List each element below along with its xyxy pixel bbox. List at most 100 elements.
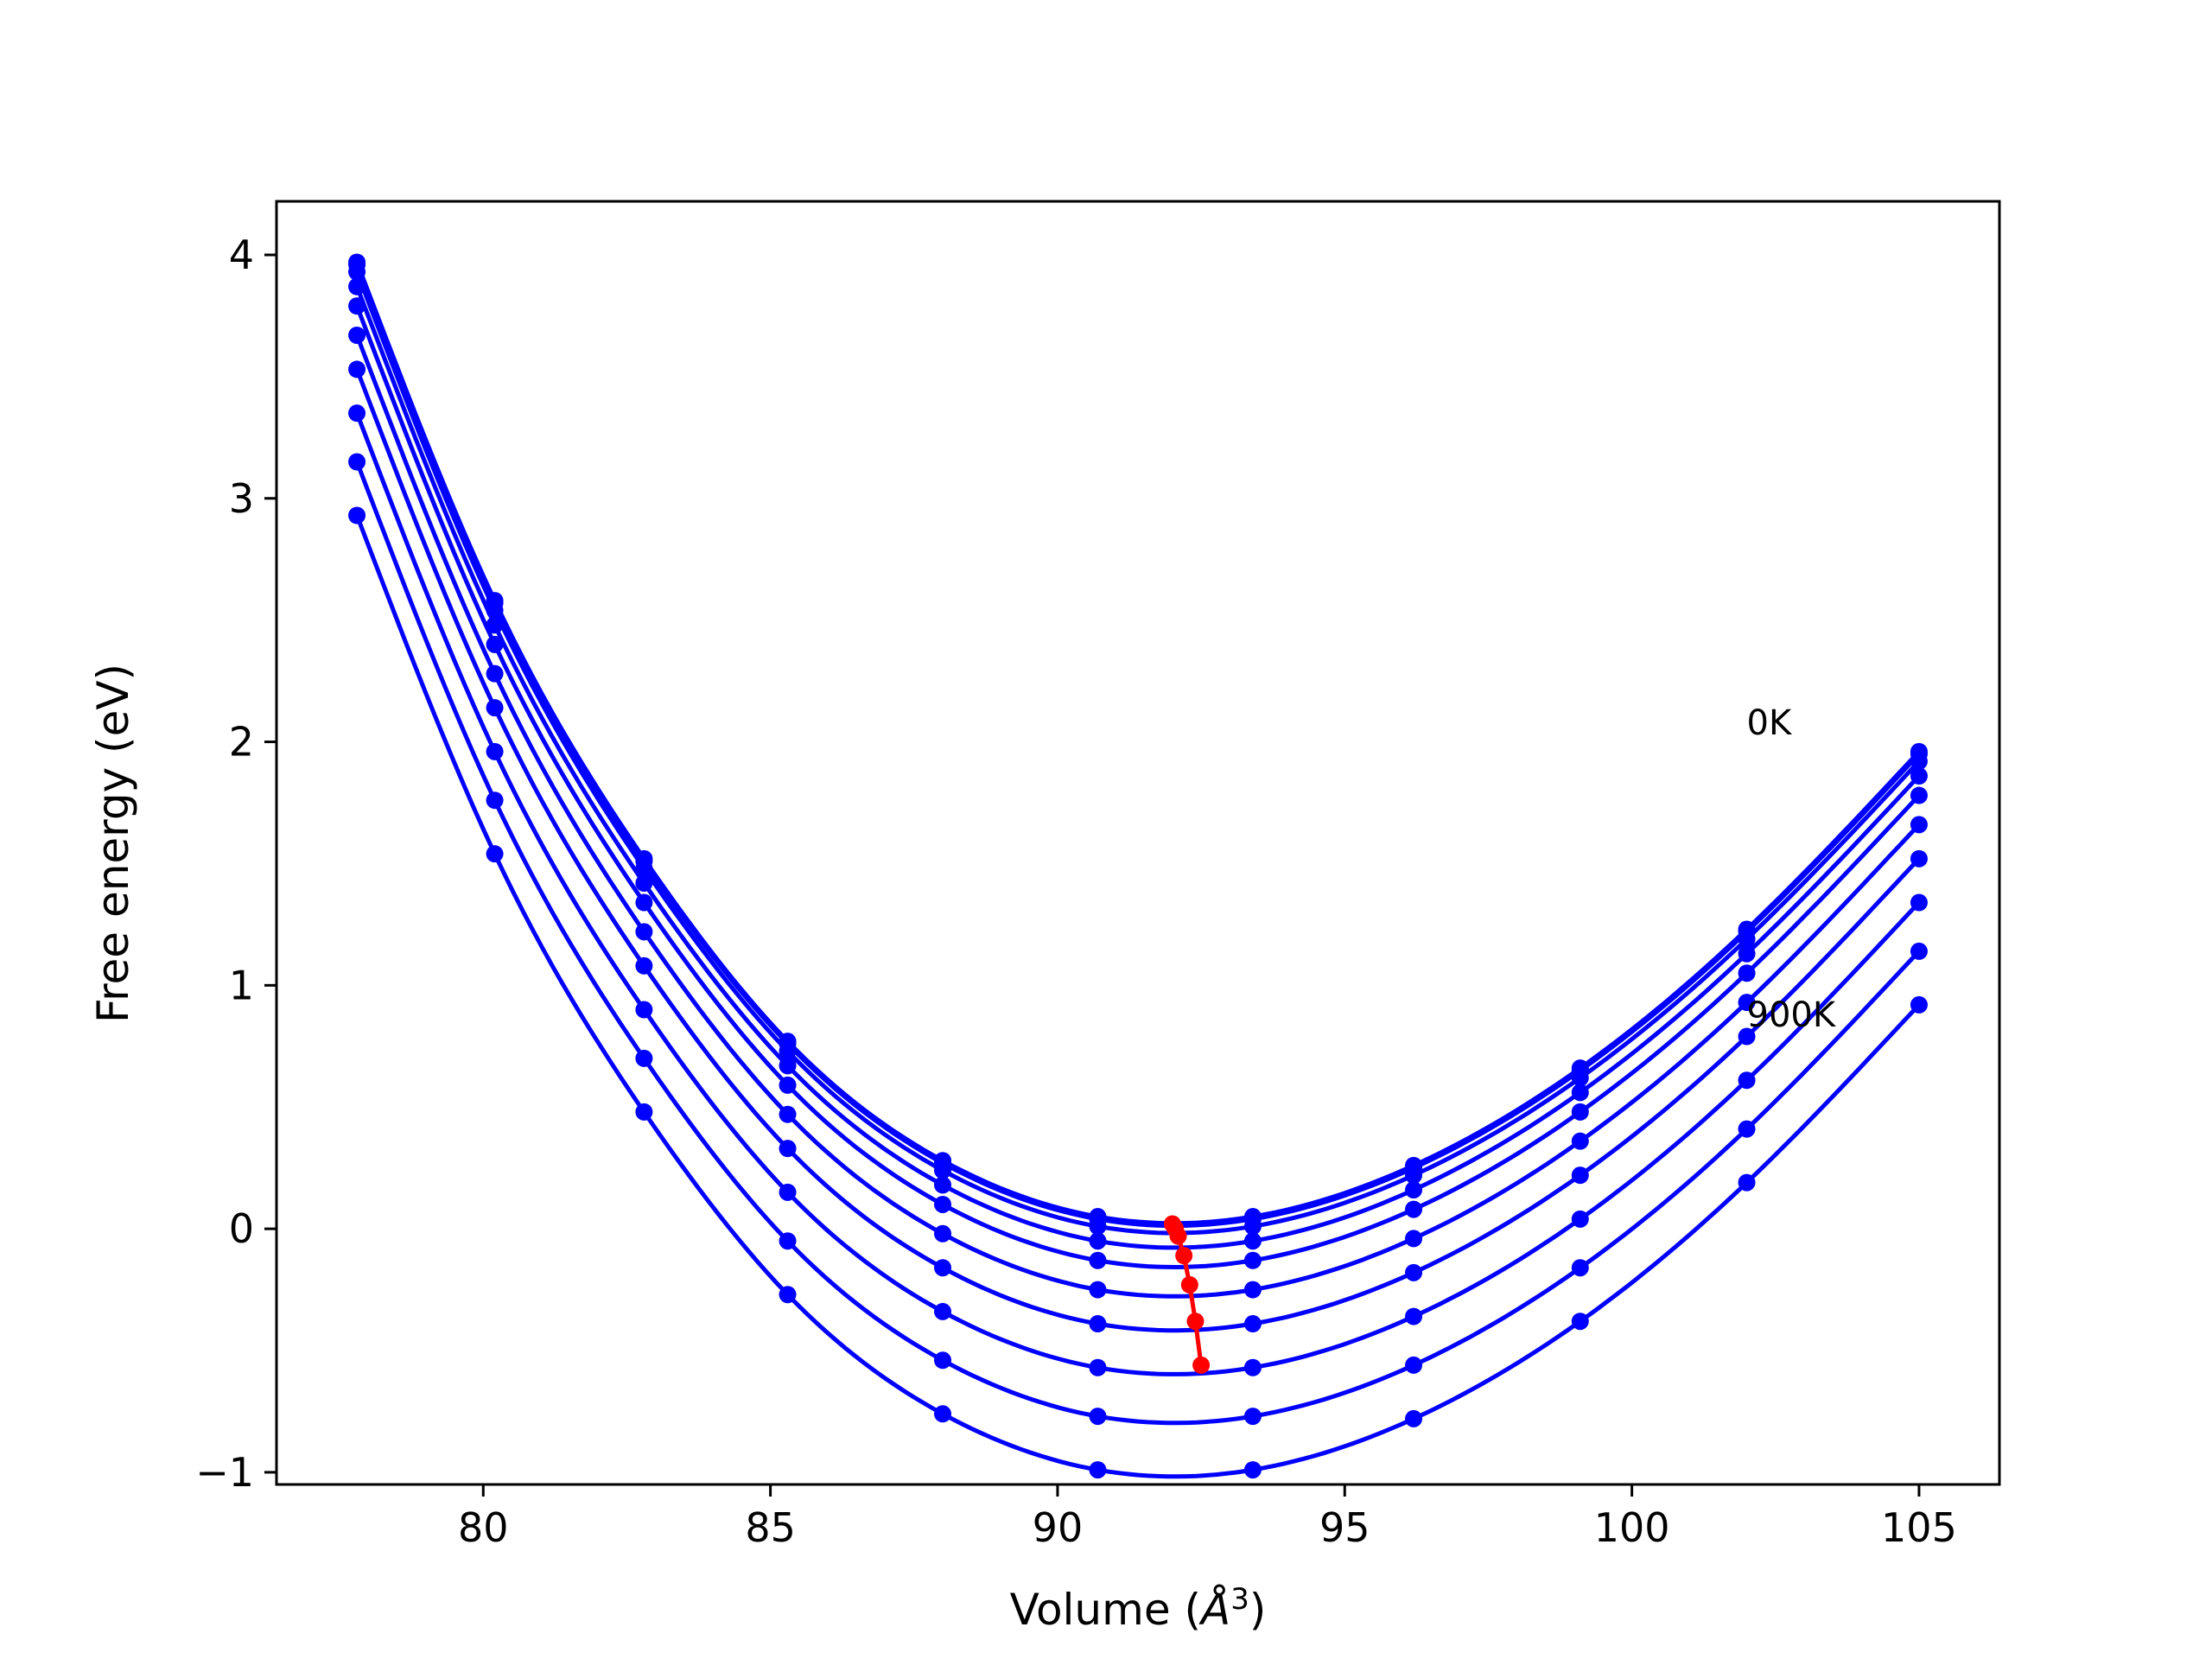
data-point-900K-3 (779, 1286, 797, 1304)
x-tick-label-80: 80 (458, 1504, 509, 1551)
series-line-100K (354, 264, 1921, 1229)
axes-frame (275, 200, 2001, 1486)
data-point-300K-5 (1089, 1232, 1107, 1250)
data-point-300K-4 (934, 1176, 952, 1194)
data-point-700K-10 (1910, 893, 1928, 912)
series-600K (348, 360, 1928, 1333)
data-point-400K-1 (486, 635, 504, 653)
data-point-200K-7 (1405, 1166, 1423, 1185)
series-200K (348, 263, 1928, 1236)
data-point-900K-6 (1243, 1461, 1262, 1479)
data-point-200K-0 (348, 263, 366, 281)
data-point-700K-3 (779, 1183, 797, 1201)
series-line-600K (354, 368, 1921, 1333)
x-axis-label: Volume (Å3) (1010, 1582, 1267, 1635)
data-point-400K-4 (934, 1195, 952, 1213)
data-point-300K-6 (1243, 1232, 1262, 1250)
data-point-500K-2 (635, 923, 653, 941)
data-point-400K-3 (779, 1076, 797, 1094)
x-axis-label-text: Volume ( (1010, 1585, 1201, 1635)
data-point-300K-10 (1910, 767, 1928, 785)
plot-area (348, 253, 1928, 1479)
data-point-800K-4 (934, 1351, 952, 1370)
x-tick-label-85: 85 (745, 1504, 796, 1551)
x-axis-label-exponent: 3 (1230, 1582, 1249, 1617)
y-tick-label-2: 2 (229, 719, 254, 766)
data-point-700K-7 (1405, 1307, 1423, 1325)
series-900K (348, 506, 1928, 1479)
data-point-400K-5 (1089, 1251, 1107, 1269)
series-line-300K (354, 285, 1921, 1250)
data-point-800K-2 (635, 1049, 653, 1067)
data-point-800K-5 (1089, 1408, 1107, 1426)
data-point-800K-7 (1405, 1356, 1423, 1374)
data-point-200K-2 (635, 860, 653, 878)
data-point-500K-7 (1405, 1230, 1423, 1248)
data-point-200K-9 (1738, 930, 1756, 948)
x-tick-label-90: 90 (1033, 1504, 1084, 1551)
minimum-point-2 (1169, 1227, 1187, 1245)
series-line-700K (354, 412, 1921, 1376)
data-point-700K-8 (1571, 1210, 1589, 1228)
data-point-500K-10 (1910, 816, 1928, 834)
series-line-900K (354, 514, 1921, 1479)
data-point-400K-8 (1571, 1103, 1589, 1121)
data-point-600K-4 (934, 1259, 952, 1277)
data-point-600K-0 (348, 360, 366, 378)
data-point-600K-6 (1243, 1315, 1262, 1333)
data-point-900K-9 (1738, 1173, 1756, 1192)
data-point-800K-0 (348, 453, 366, 471)
series-400K (348, 297, 1928, 1270)
y-tick-label-0: 0 (229, 1205, 254, 1252)
data-point-600K-8 (1571, 1166, 1589, 1185)
x-tick-label-95: 95 (1319, 1504, 1370, 1551)
y-tick-label-4: 4 (229, 232, 254, 278)
data-point-300K-2 (635, 874, 653, 892)
data-point-900K-7 (1405, 1409, 1423, 1427)
data-point-600K-1 (486, 699, 504, 717)
data-point-600K-5 (1089, 1315, 1107, 1333)
data-point-700K-1 (486, 742, 504, 760)
y-tick-label--1: −1 (195, 1449, 254, 1496)
data-point-800K-6 (1243, 1408, 1262, 1426)
data-point-700K-4 (934, 1302, 952, 1320)
data-point-700K-0 (348, 404, 366, 423)
data-point-500K-6 (1243, 1281, 1262, 1299)
data-point-700K-9 (1738, 1071, 1756, 1090)
minimum-point-6 (1192, 1356, 1211, 1374)
data-point-500K-8 (1571, 1132, 1589, 1150)
data-point-200K-3 (779, 1042, 797, 1060)
data-point-900K-8 (1571, 1313, 1589, 1331)
y-tick-label-1: 1 (229, 962, 254, 1008)
x-tick-label-100: 100 (1594, 1504, 1670, 1551)
data-point-500K-9 (1738, 994, 1756, 1012)
series-line-500K (354, 334, 1921, 1299)
data-point-900K-5 (1089, 1461, 1107, 1479)
data-point-300K-3 (779, 1057, 797, 1075)
data-point-600K-10 (1910, 849, 1928, 868)
minimum-point-4 (1180, 1275, 1198, 1294)
data-point-500K-0 (348, 326, 366, 344)
data-point-700K-2 (635, 1001, 653, 1019)
data-point-300K-0 (348, 277, 366, 296)
data-point-400K-9 (1738, 964, 1756, 982)
data-point-800K-8 (1571, 1259, 1589, 1277)
data-point-200K-5 (1089, 1217, 1107, 1236)
data-point-500K-3 (779, 1105, 797, 1123)
data-point-900K-1 (486, 845, 504, 863)
data-point-400K-6 (1243, 1251, 1262, 1269)
data-point-500K-4 (934, 1224, 952, 1243)
data-point-500K-5 (1089, 1281, 1107, 1299)
data-point-700K-6 (1243, 1358, 1262, 1376)
data-point-600K-7 (1405, 1263, 1423, 1281)
y-axis-label: Free energy (eV) (88, 664, 138, 1023)
data-point-400K-10 (1910, 786, 1928, 804)
minimum-point-3 (1175, 1247, 1193, 1265)
data-point-300K-7 (1405, 1181, 1423, 1199)
annotation-0k: 0K (1747, 703, 1793, 743)
data-point-200K-4 (934, 1161, 952, 1179)
data-point-800K-1 (486, 791, 504, 810)
data-point-600K-3 (779, 1140, 797, 1158)
x-axis-label-close: ) (1249, 1585, 1267, 1635)
